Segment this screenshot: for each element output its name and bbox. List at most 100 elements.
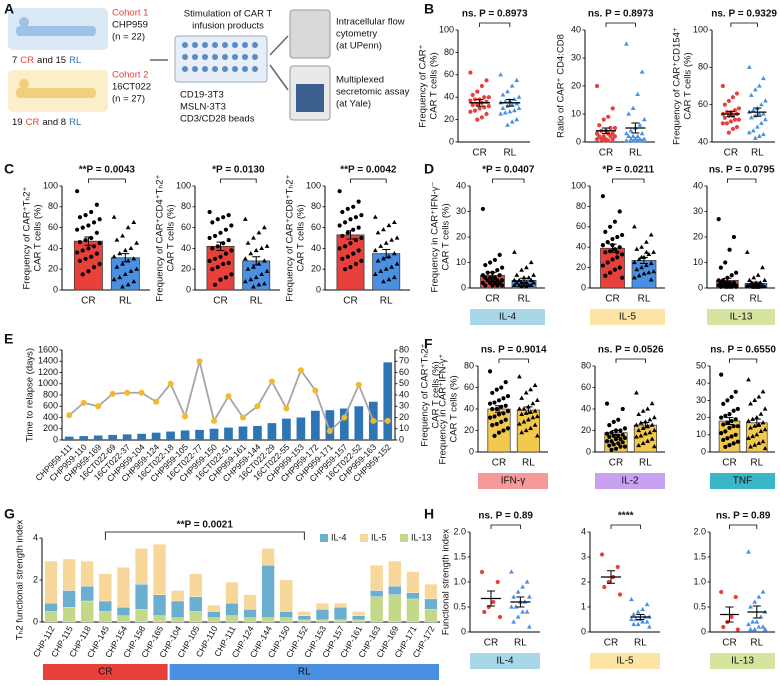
axis-title: Time to relapse (days) — [25, 348, 36, 442]
x-tick-label: RL — [522, 458, 535, 469]
data-point — [630, 133, 636, 138]
bar-segment — [424, 584, 438, 600]
data-point — [520, 584, 526, 589]
y-tick-label: 50 — [696, 360, 706, 370]
y-tick-label: 4 — [581, 526, 586, 536]
data-point — [375, 258, 381, 263]
data-point — [716, 217, 721, 222]
bar-segment — [243, 617, 257, 623]
data-point — [733, 594, 738, 600]
data-point — [646, 624, 652, 629]
data-point — [760, 265, 765, 270]
data-point — [487, 401, 493, 406]
data-point — [256, 230, 262, 235]
bar-segment — [225, 602, 239, 616]
bar — [209, 428, 219, 440]
step-label: Stimulation of CAR T — [184, 9, 273, 20]
y-tick-label: 1400 — [38, 356, 58, 366]
error-bar — [607, 570, 615, 584]
data-point — [758, 102, 764, 107]
data-point — [91, 244, 97, 249]
bar — [296, 417, 306, 440]
data-point — [111, 277, 117, 282]
x-tick-label: RL — [380, 296, 393, 307]
data-point — [726, 130, 731, 135]
data-point — [505, 89, 510, 94]
data-point — [641, 136, 647, 141]
data-point — [746, 377, 751, 382]
y-tick-label: 70 — [399, 356, 409, 366]
data-point — [218, 277, 223, 282]
bar — [122, 434, 132, 440]
data-point — [77, 240, 83, 245]
data-point — [95, 403, 102, 410]
axis-title: Frequency of CAR⁺Tₕ2⁺ — [420, 343, 431, 446]
arrow — [269, 64, 289, 91]
data-point — [182, 413, 189, 420]
bar-segment — [243, 609, 257, 618]
data-point — [748, 444, 753, 449]
data-point — [648, 232, 654, 237]
data-point — [125, 282, 131, 287]
data-point — [479, 115, 485, 120]
data-point — [472, 108, 478, 113]
data-point — [744, 249, 750, 254]
error-bar — [751, 281, 760, 286]
data-point — [89, 254, 94, 259]
data-point — [594, 83, 600, 89]
data-point — [345, 254, 350, 259]
bar-segment — [80, 586, 94, 602]
bar-segment — [297, 611, 311, 616]
bar — [354, 406, 364, 440]
data-point — [94, 251, 99, 256]
data-point — [617, 592, 623, 597]
data-point — [312, 387, 319, 394]
data-point — [732, 117, 738, 122]
bar-segment — [406, 598, 420, 623]
data-point — [645, 406, 651, 411]
data-point — [530, 415, 536, 420]
error-bar — [753, 107, 762, 117]
data-point — [607, 434, 612, 440]
data-point — [283, 405, 290, 412]
y-tick-label: 60 — [48, 222, 58, 232]
error-bar — [84, 236, 93, 246]
data-point — [351, 204, 356, 209]
y-tick-label: 40 — [399, 389, 409, 399]
data-point — [120, 284, 125, 289]
data-point — [760, 589, 766, 594]
x-tick-label: CR — [343, 296, 357, 307]
data-point — [526, 594, 532, 599]
data-point — [97, 241, 102, 246]
data-point — [501, 428, 506, 433]
data-point — [644, 619, 650, 624]
data-point — [750, 433, 756, 439]
data-point — [253, 274, 259, 280]
data-point — [509, 569, 514, 574]
data-point — [651, 415, 657, 420]
data-point — [756, 594, 762, 599]
y-tick-label: 60 — [581, 382, 591, 392]
data-point — [248, 277, 254, 282]
data-point — [729, 394, 734, 400]
bar-segment — [334, 607, 347, 621]
y-tick-label: 0 — [581, 626, 586, 636]
bar — [372, 253, 401, 291]
data-point — [610, 106, 615, 111]
data-point — [599, 552, 605, 557]
y-tick-label: 80 — [399, 344, 409, 354]
error-bar — [641, 421, 650, 429]
bar-segment — [261, 548, 275, 566]
data-point — [605, 240, 610, 245]
data-point — [622, 426, 628, 431]
axis-title: CAR T cells (%) — [431, 361, 442, 428]
data-point — [80, 225, 85, 230]
data-point — [378, 243, 384, 248]
data-point — [131, 256, 137, 261]
data-point — [646, 270, 652, 275]
data-point — [629, 596, 634, 602]
bar-segment — [62, 558, 76, 591]
label-box — [470, 653, 540, 669]
data-point — [725, 398, 730, 403]
data-point — [601, 117, 606, 122]
